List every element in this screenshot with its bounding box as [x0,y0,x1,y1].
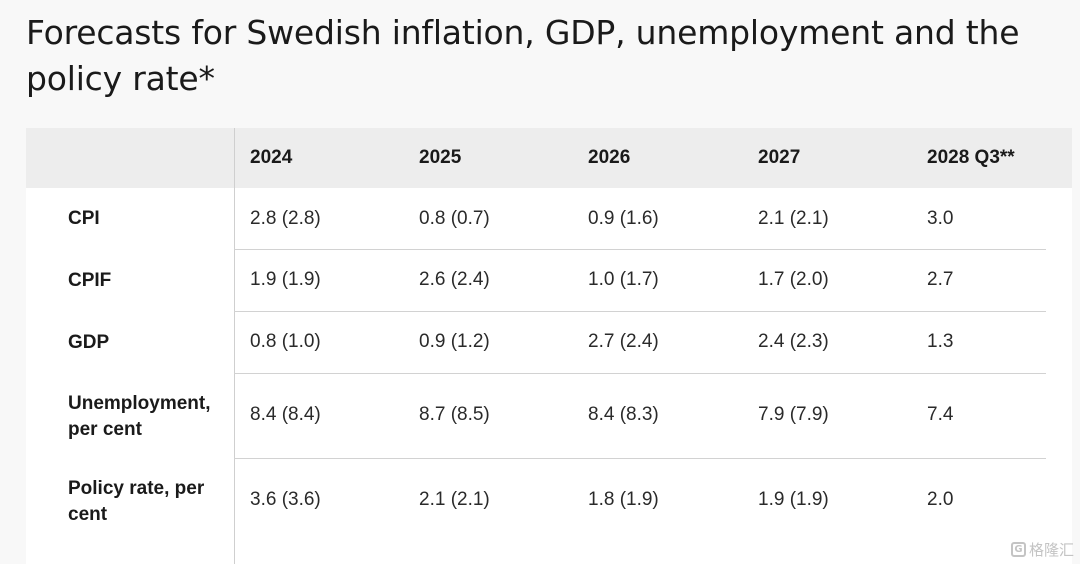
row-label-policy-rate: Policy rate, per cent [68,478,205,525]
table-cell: 0.9 (1.2) [419,331,490,352]
column-header-2027: 2027 [758,147,801,168]
row-label-unemployment: Unemployment, per cent [68,393,211,440]
table-cell: 3.0 [927,208,954,229]
table-cell: 1.8 (1.9) [588,489,659,510]
column-header-2028-q3: 2028 Q3** [927,147,1015,168]
table-cell: 2.8 (2.8) [250,208,321,229]
watermark: G 格隆汇 [1010,539,1074,560]
table-cell: 2.0 [927,489,954,510]
column-header-2026: 2026 [588,147,631,168]
row-divider [234,249,1046,250]
column-divider [234,128,235,564]
row-label-cpi: CPI [68,208,100,229]
row-label-cpif: CPIF [68,270,112,291]
row-divider [234,373,1046,374]
page-title: Forecasts for Swedish inflation, GDP, un… [26,13,1020,98]
table-cell: 1.0 (1.7) [588,269,659,290]
watermark-text: 格隆汇 [1028,541,1074,559]
table-cell: 1.3 [927,331,954,352]
table-cell: 8.4 (8.3) [588,404,659,425]
table-cell: 0.8 (0.7) [419,208,490,229]
table-cell: 2.7 [927,269,954,290]
row-divider [234,458,1046,459]
column-header-2024: 2024 [250,147,293,168]
table-cell: 1.7 (2.0) [758,269,829,290]
table-cell: 3.6 (3.6) [250,489,321,510]
row-label-gdp: GDP [68,332,110,353]
table-cell: 0.8 (1.0) [250,331,321,352]
watermark-logo-icon: G [1010,542,1026,557]
table-cell: 7.4 [927,404,954,425]
row-divider [234,311,1046,312]
table-cell: 2.1 (2.1) [758,208,829,229]
table-header-row: 2024 2025 2026 2027 2028 Q3** [26,128,1072,188]
table-cell: 1.9 (1.9) [250,269,321,290]
column-header-2025: 2025 [419,147,462,168]
table-cell: 8.4 (8.4) [250,404,321,425]
table-cell: 2.6 (2.4) [419,269,490,290]
table-cell: 8.7 (8.5) [419,404,490,425]
table-cell: 2.1 (2.1) [419,489,490,510]
forecast-table: 2024 2025 2026 2027 2028 Q3** CPI 2.8 (2… [26,128,1072,564]
table-cell: 2.7 (2.4) [588,331,659,352]
table-cell: 2.4 (2.3) [758,331,829,352]
table-cell: 1.9 (1.9) [758,489,829,510]
table-cell: 7.9 (7.9) [758,404,829,425]
table-cell: 0.9 (1.6) [588,208,659,229]
